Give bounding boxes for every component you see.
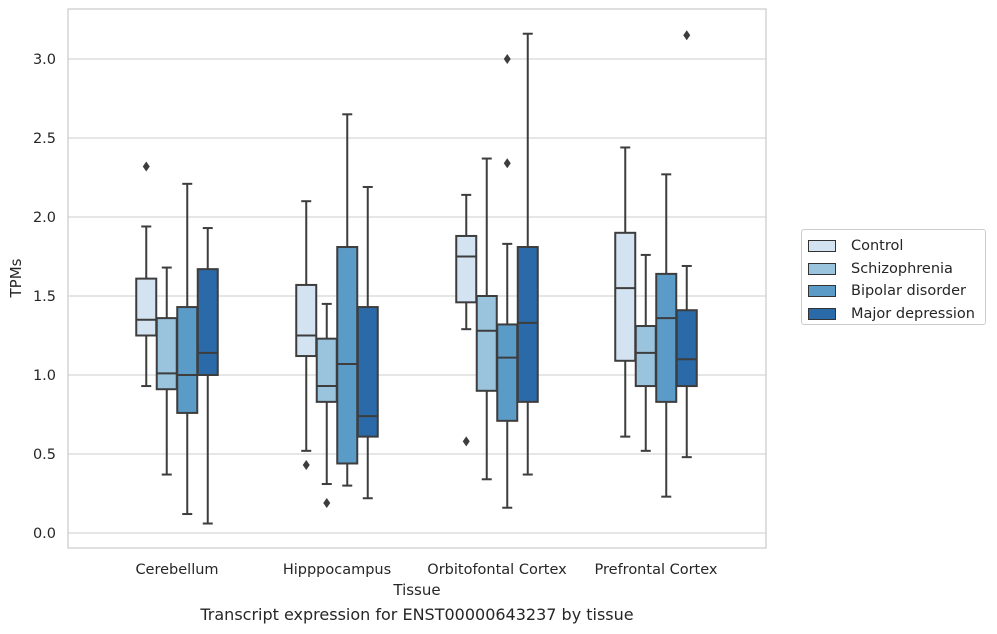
- y-tick-label: 0.0: [33, 526, 56, 542]
- box-iqr: [155, 317, 178, 391]
- box: [455, 193, 478, 447]
- box-iqr: [496, 323, 519, 422]
- legend-label: Bipolar disorder: [851, 283, 966, 300]
- box-iqr: [655, 272, 678, 403]
- box: [675, 30, 698, 459]
- box-iqr: [336, 246, 359, 465]
- box-iqr: [675, 309, 698, 388]
- legend-item: Schizophrenia: [808, 258, 985, 281]
- box: [516, 32, 539, 476]
- box-series: [135, 30, 698, 525]
- grid-lines: [68, 58, 766, 534]
- x-tick-label: Hipppocampus: [283, 562, 391, 578]
- y-tick-label: 2.5: [33, 131, 56, 147]
- y-tick-label: 2.0: [33, 210, 56, 226]
- box-iqr: [176, 306, 199, 414]
- box-iqr: [356, 306, 379, 438]
- outlier-point: [323, 497, 331, 508]
- box: [356, 185, 379, 500]
- outlier-point: [503, 158, 511, 169]
- plot-area: [67, 8, 767, 549]
- box-iqr: [614, 231, 637, 362]
- x-tick-labels: Cerebellum Hipppocampus Orbitofontal Corte…: [135, 562, 717, 578]
- box-iqr: [634, 325, 657, 388]
- legend-swatch: [808, 240, 836, 253]
- box-iqr: [516, 246, 539, 403]
- outlier-point: [462, 436, 470, 447]
- box-iqr: [475, 295, 498, 392]
- box: [135, 161, 158, 388]
- box-iqr: [455, 234, 478, 304]
- legend-item: Major depression: [808, 303, 985, 326]
- y-tick-label: 0.5: [33, 447, 56, 463]
- box: [295, 200, 318, 471]
- box-iqr: [196, 268, 219, 377]
- y-tick-labels: 0.0 0.5 1.0 1.5 2.0 2.5 3.0: [33, 52, 56, 542]
- y-axis-label: TPMs: [7, 258, 25, 298]
- legend-label: Major depression: [851, 305, 975, 322]
- outlier-point: [302, 460, 310, 471]
- legend-item: Bipolar disorder: [808, 280, 985, 303]
- legend-swatch: [808, 307, 836, 320]
- outlier-point: [683, 30, 691, 41]
- x-tick-label: Cerebellum: [135, 562, 218, 578]
- x-tick-label: Orbitofontal Cortex: [427, 562, 567, 578]
- x-tick-label: Prefrontal Cortex: [595, 562, 718, 578]
- box: [315, 302, 338, 508]
- box-iqr: [295, 283, 318, 358]
- box: [176, 182, 199, 516]
- legend: Control Schizophrenia Bipolar disorder Majo…: [801, 229, 986, 325]
- outlier-point: [142, 161, 150, 172]
- legend-label: Schizophrenia: [851, 260, 953, 277]
- box: [614, 146, 637, 438]
- box: [196, 227, 219, 525]
- outlier-point: [503, 54, 511, 64]
- y-tick-label: 1.0: [33, 368, 56, 384]
- legend-label: Control: [851, 238, 904, 255]
- legend-swatch: [808, 262, 836, 275]
- x-axis-label: Tissue: [392, 581, 440, 599]
- box: [655, 173, 678, 498]
- box-iqr: [135, 277, 158, 337]
- box: [336, 113, 359, 487]
- legend-swatch: [808, 285, 836, 298]
- legend-item: Control: [808, 235, 985, 258]
- box-iqr: [315, 337, 338, 403]
- y-tick-label: 1.5: [33, 289, 56, 305]
- y-tick-label: 3.0: [33, 52, 56, 68]
- chart-caption: Transcript expression for ENST0000064323…: [200, 605, 634, 624]
